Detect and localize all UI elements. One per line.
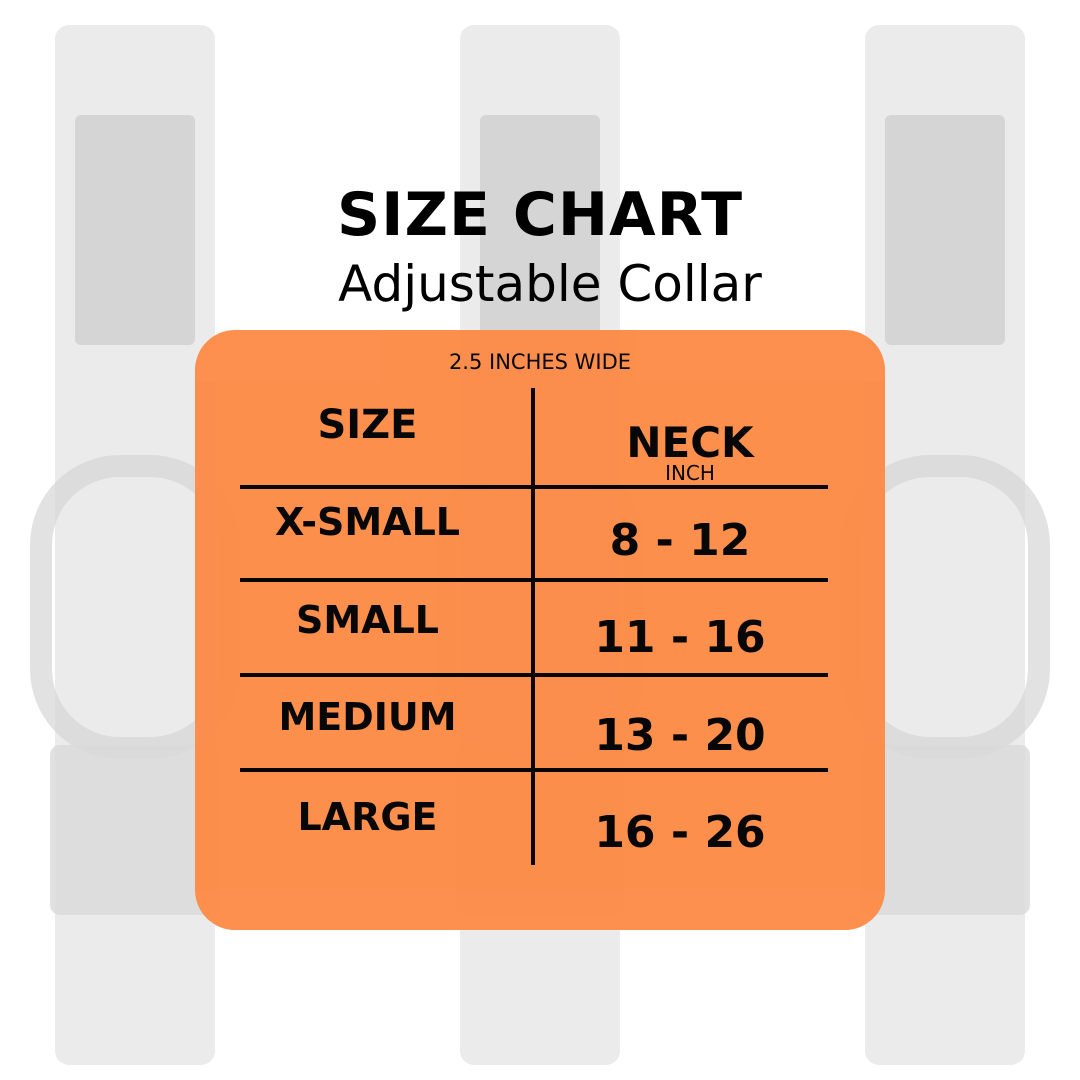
collar-image — [30, 25, 240, 1065]
table-row-size: SMALL — [295, 598, 440, 642]
table-row-neck: 16 - 26 — [594, 807, 766, 858]
table-row-size: LARGE — [297, 795, 438, 839]
page-subtitle: Adjustable Collar — [338, 255, 762, 313]
table-row-neck: 11 - 16 — [594, 612, 766, 663]
row-divider — [240, 578, 828, 582]
width-note: 2.5 INCHES WIDE — [448, 350, 632, 374]
table-row-neck: 13 - 20 — [594, 710, 766, 761]
row-divider — [240, 768, 828, 772]
row-divider — [240, 673, 828, 677]
size-table: 2.5 INCHES WIDE SIZE NECK INCH X-SMALL 8… — [195, 330, 885, 930]
row-divider — [240, 485, 828, 489]
table-row-size: MEDIUM — [278, 695, 457, 739]
table-row-neck: 8 - 12 — [609, 515, 751, 566]
page-title: SIZE CHART — [336, 180, 744, 250]
collar-image — [840, 25, 1050, 1065]
table-row-size: X-SMALL — [275, 500, 460, 544]
header-neck: NECK — [626, 418, 754, 467]
header-neck-unit: INCH — [665, 461, 715, 485]
column-divider — [531, 388, 535, 865]
header-size: SIZE — [317, 402, 418, 448]
